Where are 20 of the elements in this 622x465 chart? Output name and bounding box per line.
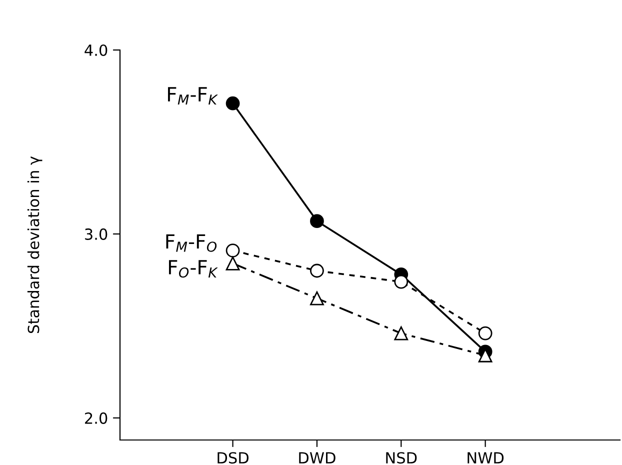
- y-axis-title: Standard deviation in γ: [27, 156, 42, 334]
- y-tick-label: 3.0: [85, 228, 108, 240]
- y-tick-label: 2.0: [85, 412, 108, 424]
- x-tick-label: DWD: [299, 452, 336, 464]
- series-label: F$_{M}$-F$_{K}$: [168, 87, 218, 105]
- y-tick-label: 4.0: [84, 44, 108, 56]
- series-label: F$_{M}$-F$_{O}$: [166, 234, 217, 252]
- point: [310, 291, 324, 306]
- point: [478, 326, 492, 340]
- point: [310, 214, 324, 228]
- x-tick-label: DSD: [218, 452, 249, 464]
- point: [394, 326, 408, 340]
- point: [310, 264, 324, 278]
- point: [226, 244, 240, 258]
- series-label: F$_{O}$-F$_{K}$: [168, 260, 218, 278]
- point: [394, 274, 408, 289]
- x-tick-label: NWD: [468, 452, 504, 464]
- point: [226, 256, 240, 270]
- point: [226, 96, 240, 110]
- x-tick-label: NSD: [386, 452, 417, 464]
